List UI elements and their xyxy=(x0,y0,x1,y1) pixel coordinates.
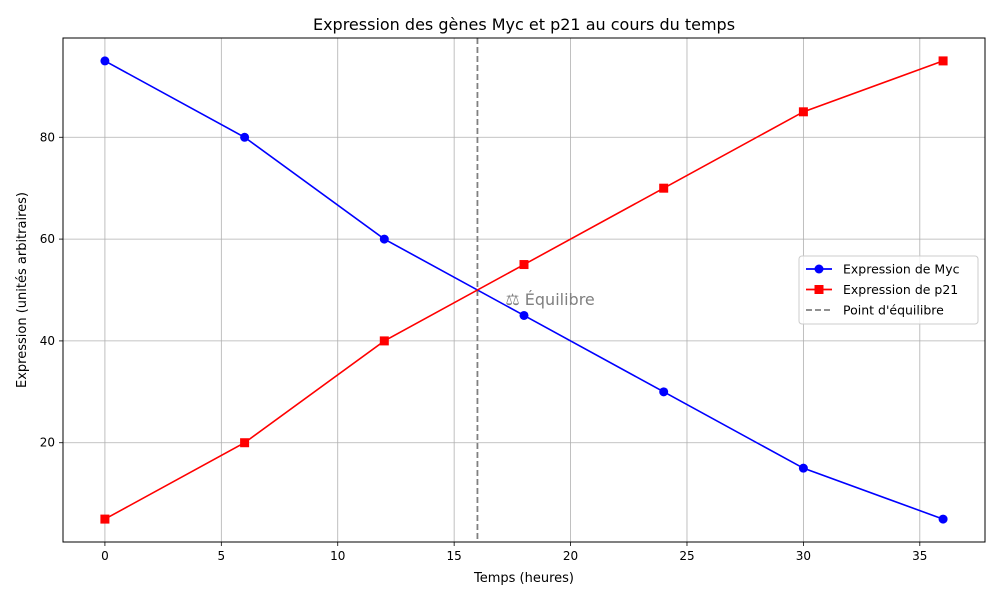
x-axis-label: Temps (heures) xyxy=(473,571,574,586)
data-point-myc xyxy=(100,514,110,524)
data-point-myc xyxy=(379,336,389,346)
annotation-layer: ⚖ Équilibre xyxy=(505,290,594,309)
plot-frame xyxy=(62,37,986,543)
legend-label: Expression de Myc xyxy=(843,262,960,277)
x-tick-label: 0 xyxy=(101,549,109,563)
data-point-myc xyxy=(519,260,529,270)
data-point-myc xyxy=(659,387,669,397)
equilibrium-annotation: ⚖ Équilibre xyxy=(505,290,594,309)
data-point-myc xyxy=(240,132,250,142)
legend: Expression de Myc Expression de p21 Point … xyxy=(798,255,979,325)
legend-marker-circle xyxy=(814,264,824,274)
series-layer xyxy=(100,56,948,524)
data-point-myc xyxy=(938,56,948,66)
legend-label: Expression de p21 xyxy=(843,282,958,297)
legend-marker-square xyxy=(814,285,824,294)
grid xyxy=(63,38,985,542)
x-tick-label: 35 xyxy=(912,549,927,563)
data-point-myc xyxy=(100,56,110,66)
x-tick-label: 20 xyxy=(563,549,578,563)
data-point-myc xyxy=(379,234,389,244)
data-point-myc xyxy=(938,514,948,524)
y-tick-label: 60 xyxy=(40,232,55,246)
y-tick-label: 40 xyxy=(40,334,55,348)
axes: 0 5 10 15 20 25 30 35 20 40 60 80 xyxy=(40,130,928,563)
data-point-myc xyxy=(798,107,808,117)
legend-box xyxy=(798,255,979,325)
y-tick-label: 20 xyxy=(40,436,55,450)
x-tick-label: 5 xyxy=(218,549,226,563)
legend-label: Point d'équilibre xyxy=(843,303,944,318)
x-tick-label: 25 xyxy=(679,549,694,563)
x-tick-label: 30 xyxy=(796,549,811,563)
chart-title: Expression des gènes Myc et p21 au cours… xyxy=(313,15,735,34)
y-axis-label: Expression (unités arbitraires) xyxy=(15,192,30,388)
data-point-myc xyxy=(519,310,529,320)
y-tick-label: 80 xyxy=(40,130,55,144)
x-tick-label: 15 xyxy=(447,549,462,563)
data-point-myc xyxy=(798,463,808,473)
data-point-myc xyxy=(659,183,669,193)
data-point-myc xyxy=(240,438,250,448)
x-tick-label: 10 xyxy=(330,549,345,563)
